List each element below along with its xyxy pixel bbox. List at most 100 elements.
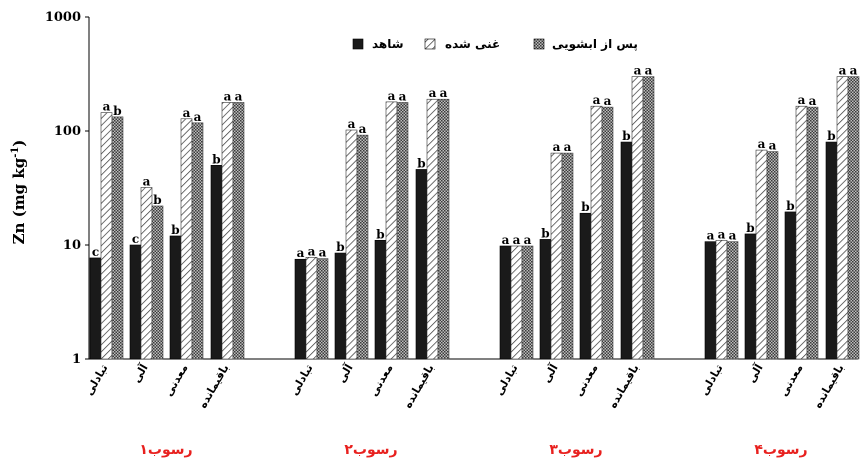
data-label: a	[553, 140, 561, 154]
bar	[825, 141, 838, 360]
bar	[374, 239, 387, 360]
data-label: a	[809, 94, 817, 108]
data-label: a	[388, 89, 396, 103]
bar	[726, 241, 739, 360]
data-label: a	[707, 229, 715, 243]
x-tick-label: تبادلی	[288, 362, 316, 398]
bar	[510, 245, 523, 360]
data-label: a	[194, 110, 202, 124]
bar	[499, 245, 512, 360]
data-label: a	[604, 94, 612, 108]
bar	[140, 187, 153, 360]
bar	[396, 102, 409, 360]
data-label: a	[143, 174, 151, 188]
data-label: a	[348, 117, 356, 131]
data-label: a	[319, 246, 327, 260]
bar	[704, 241, 717, 360]
bar	[345, 129, 358, 360]
bar	[579, 212, 592, 360]
data-label: a	[564, 140, 572, 154]
bar	[715, 239, 728, 360]
bar	[232, 102, 245, 360]
group-label: رسوب۲	[344, 442, 397, 458]
data-label: a	[850, 64, 858, 78]
data-label: c	[132, 232, 139, 246]
data-label: a	[839, 64, 847, 78]
bar	[836, 76, 849, 360]
x-tick-label: باقیمانده	[606, 362, 641, 410]
bar	[415, 169, 428, 360]
data-label: b	[212, 152, 220, 166]
bar	[539, 239, 552, 360]
x-tick-label: تبادلی	[698, 362, 726, 398]
bar	[521, 245, 534, 360]
legend-swatch	[533, 38, 545, 50]
data-label: a	[429, 86, 437, 100]
data-label: a	[440, 86, 448, 100]
x-tick-label: معدنی	[367, 362, 396, 398]
y-axis-label-main: Zn (mg kg	[10, 157, 28, 244]
bar	[795, 105, 808, 360]
data-label: b	[171, 223, 179, 237]
bar	[561, 152, 574, 360]
x-tick-label: آلی	[744, 361, 766, 385]
data-label: a	[524, 233, 532, 247]
x-tick-label: تبادلی	[83, 362, 111, 398]
bar	[129, 244, 142, 360]
data-label: a	[513, 233, 521, 247]
data-label: a	[758, 137, 766, 151]
group-label: رسوب۱	[139, 442, 192, 458]
data-label: b	[541, 226, 549, 240]
bar	[151, 205, 164, 360]
legend-swatch	[424, 38, 436, 50]
y-tick-label: 1000	[45, 10, 81, 25]
bar	[631, 76, 644, 360]
data-label: a	[634, 64, 642, 78]
bar	[191, 122, 204, 360]
x-tick-label: باقیمانده	[811, 362, 846, 410]
bar	[766, 151, 779, 360]
data-label: b	[153, 193, 161, 207]
data-label: a	[769, 139, 777, 153]
data-label: b	[827, 129, 835, 143]
bar	[755, 149, 768, 360]
data-label: a	[399, 89, 407, 103]
data-label: b	[786, 199, 794, 213]
bar	[100, 112, 113, 360]
data-label: a	[718, 227, 726, 241]
bar	[590, 105, 603, 360]
legend: شاهد غنی شده پس از ابشویی	[352, 37, 638, 52]
data-label: a	[593, 93, 601, 107]
data-label: a	[729, 229, 737, 243]
bar	[744, 233, 757, 360]
data-label: b	[376, 227, 384, 241]
data-label: a	[502, 233, 510, 247]
bar	[620, 141, 633, 360]
data-label: b	[746, 221, 754, 235]
bar	[111, 116, 124, 360]
data-label: a	[224, 89, 232, 103]
data-label: a	[235, 89, 243, 103]
legend-swatch	[352, 38, 364, 50]
data-label: a	[798, 93, 806, 107]
data-label: a	[183, 106, 191, 120]
data-label: b	[581, 200, 589, 214]
bar	[550, 152, 563, 360]
x-tick-label: باقیمانده	[196, 362, 231, 410]
y-tick-label: 1	[72, 352, 81, 367]
x-tick-label: معدنی	[572, 362, 601, 398]
bar	[210, 165, 223, 360]
data-label: b	[336, 240, 344, 254]
data-label: b	[417, 156, 425, 170]
legend-entry: شاهد	[372, 37, 404, 51]
x-tick-label: آلی	[129, 361, 151, 385]
y-axis-label-sup: -1	[10, 147, 21, 158]
bar	[642, 76, 655, 360]
bar	[385, 101, 398, 360]
data-label: a	[359, 122, 367, 136]
bar	[437, 98, 450, 360]
bar	[601, 106, 614, 360]
legend-entry: غنی شده	[445, 37, 500, 51]
